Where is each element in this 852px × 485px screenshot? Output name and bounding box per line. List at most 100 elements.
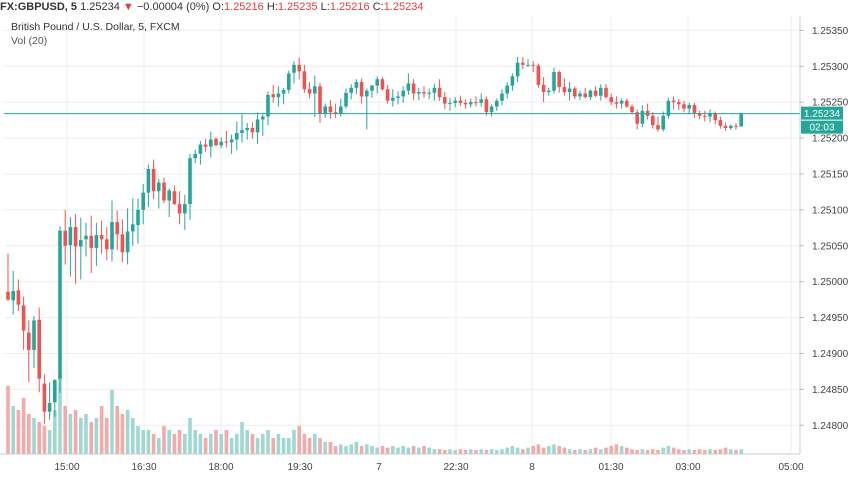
volume-bar <box>214 430 218 454</box>
candle-body <box>105 239 109 250</box>
candle-body <box>609 97 613 103</box>
volume-bar <box>224 430 229 454</box>
candle <box>718 116 723 129</box>
candle <box>375 76 379 94</box>
price-badge-bg <box>801 106 843 120</box>
candle-body <box>266 94 270 117</box>
candle <box>427 88 431 100</box>
volume-bar <box>16 410 21 454</box>
y-tick-label: 1.25200 <box>812 134 849 145</box>
candle-body <box>79 240 83 247</box>
y-tick-label: 1.25250 <box>812 98 849 109</box>
candle <box>640 105 645 128</box>
volume-bar <box>266 430 270 454</box>
symbol-label[interactable]: FX:GBPUSD, 5 <box>0 1 78 13</box>
y-tick-label: 1.25350 <box>812 26 849 37</box>
volume-bar <box>172 434 177 454</box>
candle-body <box>437 87 442 98</box>
candle-body <box>198 144 203 154</box>
candle <box>697 110 702 120</box>
candle <box>661 111 665 132</box>
y-tick-label: 1.25100 <box>812 205 849 216</box>
volume-bar <box>734 450 738 454</box>
candle-body <box>495 100 499 107</box>
volume-bar <box>271 438 275 454</box>
volume-bar <box>328 442 333 454</box>
candle-body <box>432 87 437 93</box>
candle <box>593 86 598 98</box>
candle-body <box>224 141 229 143</box>
volume-bar <box>307 438 312 454</box>
y-tick-label: 1.25050 <box>812 241 849 252</box>
volume-bar <box>635 450 639 454</box>
candle-body <box>713 112 717 121</box>
candle <box>21 296 26 350</box>
candle-body <box>661 115 665 130</box>
candle-body <box>697 112 702 116</box>
candle <box>583 87 587 99</box>
volume-bar <box>417 447 421 454</box>
candle <box>110 200 114 262</box>
candle-body <box>687 105 691 109</box>
candle <box>6 253 10 302</box>
candle <box>500 89 504 106</box>
candle-body <box>110 222 114 250</box>
candle-body <box>723 125 728 129</box>
volume-bar <box>125 410 130 454</box>
candle <box>146 164 151 207</box>
candle <box>307 82 312 99</box>
candle-body <box>401 90 405 97</box>
volume-bar <box>713 450 717 454</box>
candle <box>219 137 223 149</box>
candle <box>214 137 218 146</box>
volume-bar <box>656 450 660 454</box>
volume-bar <box>287 438 291 454</box>
chart-legend: British Pound / U.S. Dollar, 5, FXCM Vol… <box>11 21 180 48</box>
candle <box>406 73 411 95</box>
volume-bar <box>401 446 405 454</box>
candle <box>365 88 369 130</box>
candle-body <box>515 62 520 77</box>
volume-bar <box>692 450 697 454</box>
volume-bar <box>385 447 390 454</box>
candle <box>302 64 307 93</box>
volume-bar <box>515 447 520 454</box>
volume-bar <box>99 406 104 454</box>
candle <box>401 86 405 103</box>
y-tick-label: 1.24850 <box>812 385 849 396</box>
price-axis[interactable]: 1.25350 1.25300 1.25250 1.25200 1.25150 1.251… <box>800 26 849 432</box>
volume-bar <box>245 430 249 454</box>
volume-bar <box>297 426 301 454</box>
volume-bar <box>313 434 317 454</box>
volume-bar <box>136 426 140 454</box>
volume-bars <box>6 374 743 454</box>
candle <box>656 116 660 132</box>
volume-bar <box>583 450 587 454</box>
volume-bar <box>562 447 567 454</box>
candle-body <box>406 83 411 91</box>
volume-bar <box>53 410 57 454</box>
candle-body <box>318 86 322 114</box>
candle-body <box>16 290 21 305</box>
candle <box>463 99 468 109</box>
candle <box>609 93 613 106</box>
candle <box>172 185 177 205</box>
volume-bar <box>302 434 307 454</box>
candle <box>276 86 281 107</box>
candle <box>578 90 582 101</box>
candle-body <box>6 291 10 300</box>
volume-bar <box>240 422 244 454</box>
candle <box>255 112 260 144</box>
candle-body <box>739 113 743 127</box>
candle <box>47 382 52 420</box>
candle <box>203 138 208 152</box>
volume-bar <box>115 406 119 454</box>
time-axis[interactable]: 15:00 16:30 18:00 19:30 7 22:30 8 01:30 03:00 05:… <box>54 462 803 473</box>
volume-bar <box>209 434 213 454</box>
candle <box>505 82 509 99</box>
candle <box>682 100 686 113</box>
candle-body <box>375 79 379 86</box>
candle <box>531 61 535 73</box>
candle <box>708 109 712 123</box>
